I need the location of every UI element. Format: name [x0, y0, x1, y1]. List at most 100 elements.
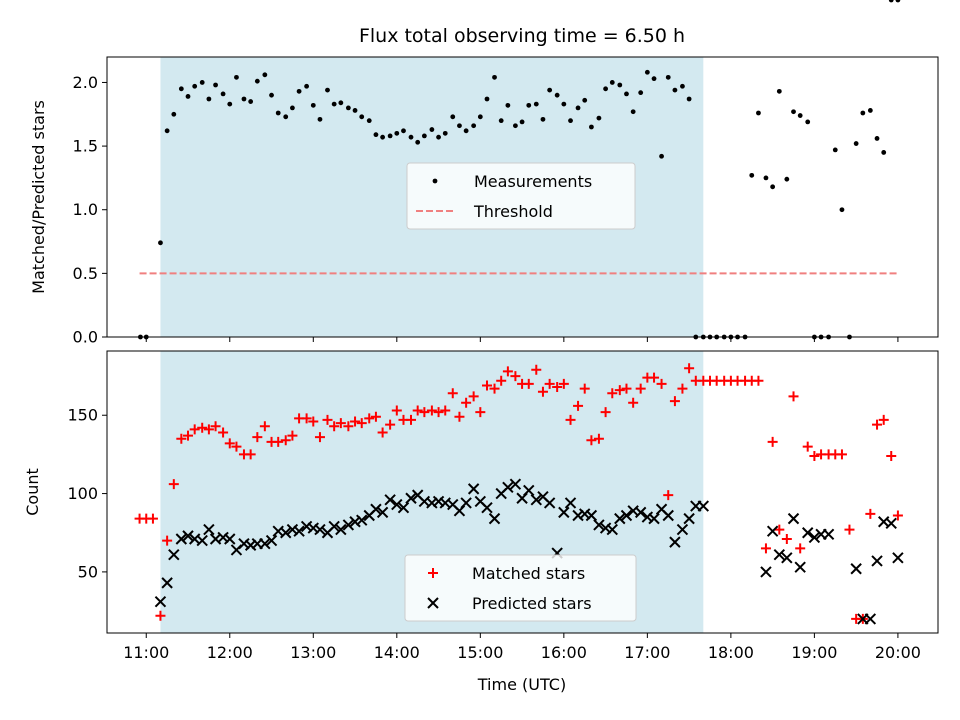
data-point: [544, 378, 555, 389]
data-point: [635, 383, 646, 394]
x-tick-label: 19:00: [791, 643, 837, 662]
data-point: [802, 527, 814, 539]
data-point: [805, 119, 811, 125]
data-point: [471, 123, 477, 129]
x-tick-label: 18:00: [708, 643, 754, 662]
data-point: [885, 517, 897, 530]
data-point: [760, 566, 772, 578]
data-point: [364, 413, 375, 424]
legend-label: Predicted stars: [472, 594, 592, 613]
data-point: [753, 375, 764, 386]
data-point: [401, 128, 406, 134]
data-point: [421, 133, 427, 139]
data-point: [767, 436, 778, 447]
data-point: [669, 536, 681, 548]
data-point: [162, 535, 173, 546]
data-point: [519, 119, 525, 125]
data-point: [839, 207, 845, 213]
data-point: [475, 407, 486, 418]
data-point: [325, 87, 330, 93]
data-point: [836, 449, 847, 460]
data-point: [617, 82, 623, 88]
data-point: [317, 116, 323, 122]
data-point: [196, 534, 208, 547]
data-point: [426, 405, 437, 416]
data-point: [262, 72, 268, 78]
data-point: [564, 497, 577, 509]
y-tick-label: 2.0: [73, 73, 98, 92]
data-point: [220, 91, 226, 97]
data-point: [147, 513, 158, 524]
data-point: [496, 375, 507, 386]
data-point: [523, 378, 534, 389]
data-point: [275, 110, 281, 116]
data-point: [651, 76, 657, 82]
data-point: [540, 116, 546, 122]
data-point: [231, 441, 242, 452]
data-point: [366, 118, 372, 124]
data-point: [481, 501, 493, 514]
x-axis-label: Time (UTC): [477, 675, 566, 694]
data-point: [197, 422, 208, 433]
x-tick-label: 11:00: [123, 643, 169, 662]
data-point: [513, 123, 518, 129]
data-point: [405, 492, 417, 504]
data-point: [697, 500, 710, 512]
data-point: [892, 510, 903, 521]
data-point: [871, 555, 883, 567]
data-point: [628, 397, 639, 408]
data-point: [189, 424, 200, 435]
data-point: [238, 537, 250, 550]
data-point: [558, 506, 570, 519]
data-point: [384, 494, 396, 506]
data-point: [254, 78, 260, 84]
data-point: [502, 366, 513, 377]
data-point: [387, 133, 393, 139]
data-point: [224, 533, 236, 545]
x-tick-label: 20:00: [875, 643, 921, 662]
data-point: [352, 108, 358, 113]
data-point: [349, 516, 361, 528]
data-point: [168, 479, 179, 490]
data-point: [565, 414, 576, 425]
data-point: [408, 134, 414, 140]
data-point: [329, 421, 340, 432]
data-point: [454, 411, 465, 422]
data-point: [766, 525, 779, 537]
data-point: [293, 525, 305, 537]
data-point: [599, 522, 612, 534]
data-point: [370, 411, 381, 422]
data-point: [183, 430, 194, 441]
series-x: [154, 478, 904, 625]
data-point: [787, 512, 800, 525]
data-point: [370, 503, 382, 515]
data-point: [676, 523, 689, 536]
data-point: [359, 114, 365, 120]
data-point: [447, 388, 458, 399]
data-point: [461, 397, 472, 408]
data-point: [484, 96, 490, 102]
data-point: [662, 509, 674, 522]
data-point: [468, 391, 479, 402]
data-point: [356, 514, 368, 526]
data-point: [310, 102, 316, 108]
data-point: [331, 101, 337, 107]
data-point: [488, 512, 501, 525]
data-point: [802, 441, 813, 452]
x-tick-label: 16:00: [541, 643, 587, 662]
data-point: [634, 506, 647, 519]
data-point: [245, 449, 256, 460]
y-tick-label: 0.0: [73, 328, 98, 347]
count-y-axis-label: Count: [23, 468, 42, 516]
data-point: [621, 383, 632, 394]
data-point: [886, 450, 897, 461]
data-point: [523, 484, 535, 497]
data-point: [415, 139, 421, 145]
legend-box: [406, 162, 636, 230]
x-tick-label: 13:00: [290, 643, 336, 662]
data-point: [199, 80, 205, 85]
data-point: [672, 87, 678, 93]
legend: Matched stars Predicted stars: [404, 554, 637, 622]
data-point: [770, 184, 776, 190]
